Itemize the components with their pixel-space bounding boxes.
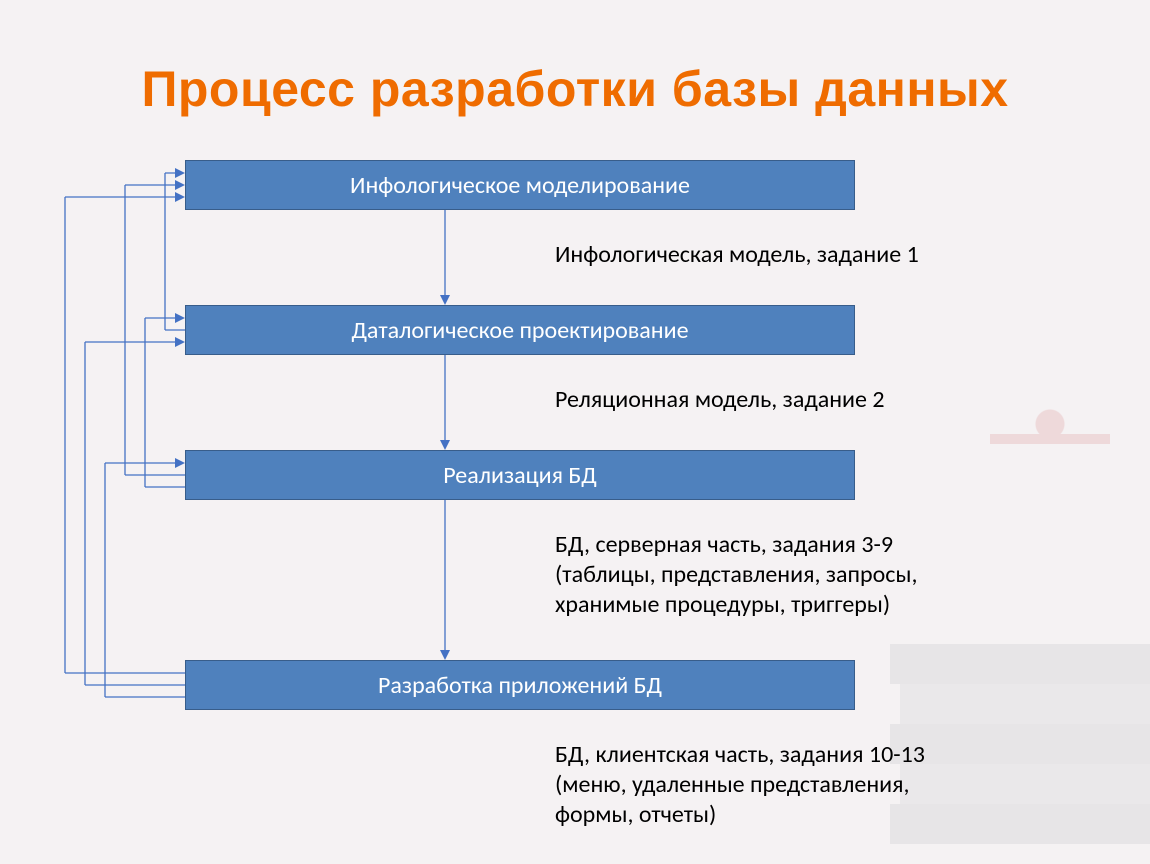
node-infological: Инфологическое моделирование — [185, 160, 855, 210]
caption-app-dev: БД, клиентская часть, задания 10-13 (мен… — [555, 740, 925, 830]
caption-datalogical: Реляционная модель, задание 2 — [555, 385, 885, 415]
node-label: Даталогическое проектирование — [351, 316, 688, 345]
node-label: Разработка приложений БД — [378, 671, 662, 700]
node-app-dev: Разработка приложений БД — [185, 660, 855, 710]
node-realization: Реализация БД — [185, 450, 855, 500]
node-label: Инфологическое моделирование — [350, 171, 690, 200]
caption-realization: БД, серверная часть, задания 3-9 (таблиц… — [555, 530, 917, 620]
caption-infological: Инфологическая модель, задание 1 — [555, 240, 919, 270]
node-datalogical: Даталогическое проектирование — [185, 305, 855, 355]
node-label: Реализация БД — [443, 461, 597, 490]
slide-title: Процесс разработки базы данных — [0, 60, 1150, 118]
